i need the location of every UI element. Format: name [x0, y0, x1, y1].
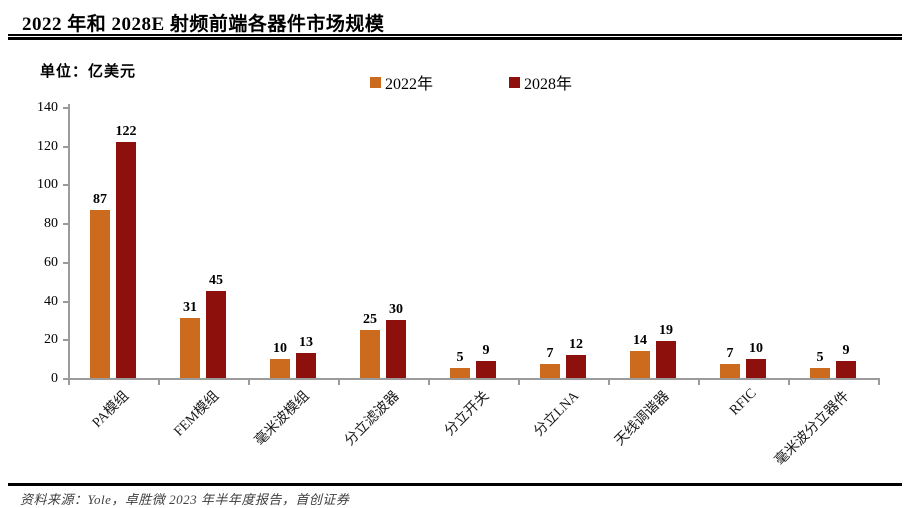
bar-2028 [746, 358, 766, 378]
x-axis-category-label: PA模组 [90, 388, 133, 431]
x-axis-category-label: RFIC [726, 386, 760, 419]
y-axis-tick-label: 40 [44, 293, 58, 309]
bar-2022 [630, 350, 650, 378]
bar-2028 [296, 352, 316, 378]
x-axis-tick [428, 380, 430, 385]
x-axis-category-label: 分立开关 [442, 388, 493, 440]
x-axis-line [68, 378, 880, 380]
bar-2022 [540, 364, 560, 378]
bar-value-label: 7 [546, 346, 554, 362]
x-axis-tick [608, 380, 610, 385]
bar-2022 [360, 329, 380, 378]
y-axis-tick [63, 107, 68, 109]
x-axis-tick [518, 380, 520, 385]
bar-2022 [180, 317, 200, 378]
bar-2028 [836, 360, 856, 378]
bar-value-label: 5 [456, 350, 464, 366]
y-axis-tick-label: 80 [44, 216, 58, 232]
bar-value-label: 87 [93, 191, 107, 207]
y-axis-line [68, 104, 70, 380]
y-axis-tick [63, 184, 68, 187]
bar-2028 [476, 360, 496, 378]
legend-label-2028: 2028年 [524, 76, 573, 93]
bar-value-label: 45 [209, 272, 223, 288]
bar-value-label: 19 [659, 323, 673, 339]
x-axis-category-label: 天线调谐器 [612, 388, 673, 449]
x-axis-category-label: 分立滤波器 [342, 388, 403, 449]
bar-2028 [386, 319, 406, 378]
bar-2022 [270, 358, 290, 378]
y-axis-tick-label: 100 [37, 177, 58, 193]
bar-2028 [116, 141, 136, 378]
bar-value-label: 30 [389, 301, 403, 317]
bar-2028 [206, 290, 226, 378]
bar-value-label: 9 [842, 342, 850, 358]
x-axis-tick [788, 380, 790, 385]
bar-value-label: 25 [363, 311, 377, 327]
x-axis-tick [338, 380, 340, 385]
bar-2022 [450, 368, 470, 378]
bar-value-label: 10 [749, 340, 763, 356]
unit-label: 单位：亿美元 [40, 63, 137, 80]
bar-value-label: 14 [633, 332, 647, 348]
y-axis-tick-label: 120 [37, 138, 58, 154]
x-axis-tick [878, 380, 880, 385]
bar-2022 [810, 368, 830, 378]
x-axis-tick [698, 380, 700, 385]
legend-swatch-2022-icon [370, 76, 381, 88]
x-axis-tick [158, 380, 160, 385]
x-axis-category-label: FEM模组 [171, 388, 223, 440]
y-axis-tick-label: 60 [44, 254, 58, 270]
y-axis-tick [63, 300, 68, 303]
x-axis-category-label: 毫米波模组 [252, 388, 313, 449]
x-axis-category-label: 毫米波分立器件 [772, 388, 853, 469]
source-note: 资料来源：Yole，卓胜微 2023 年半年度报告，首创证券 [20, 492, 350, 507]
bar-value-label: 13 [299, 334, 313, 350]
y-axis-tick [63, 339, 68, 342]
y-axis-tick-label: 20 [44, 332, 58, 348]
bar-2022 [90, 209, 110, 378]
legend-item-2022: 2022年 [370, 70, 433, 94]
bar-value-label: 122 [115, 123, 137, 139]
title-rule-thin [8, 34, 902, 36]
bar-2022 [720, 364, 740, 378]
x-axis-category-label: 分立LNA [531, 388, 583, 440]
y-axis-tick [63, 145, 68, 148]
chart-title: 2022 年和 2028E 射频前端各器件市场规模 [22, 14, 385, 35]
bar-value-label: 12 [569, 336, 583, 352]
y-axis-tick-label: 140 [37, 100, 58, 115]
y-axis-tick-label: 0 [51, 371, 58, 386]
legend-swatch-2028-icon [509, 76, 521, 88]
bar-value-label: 9 [482, 342, 490, 358]
bar-2028 [566, 354, 586, 378]
y-axis-tick [63, 223, 68, 226]
y-axis-tick [63, 378, 68, 380]
x-axis-tick [68, 380, 70, 385]
chart-legend: 2022年 2028年 [370, 70, 572, 94]
bar-value-label: 10 [273, 340, 287, 356]
title-rule-thick [8, 37, 902, 40]
y-axis-tick [63, 261, 68, 264]
legend-item-2028: 2028年 [509, 70, 572, 94]
x-axis-tick [248, 380, 250, 385]
footer-rule [8, 483, 902, 486]
bar-value-label: 7 [726, 346, 734, 362]
bar-2028 [656, 341, 676, 378]
bar-value-label: 5 [816, 350, 824, 366]
bar-value-label: 31 [183, 299, 197, 315]
legend-label-2022: 2022年 [385, 76, 434, 93]
